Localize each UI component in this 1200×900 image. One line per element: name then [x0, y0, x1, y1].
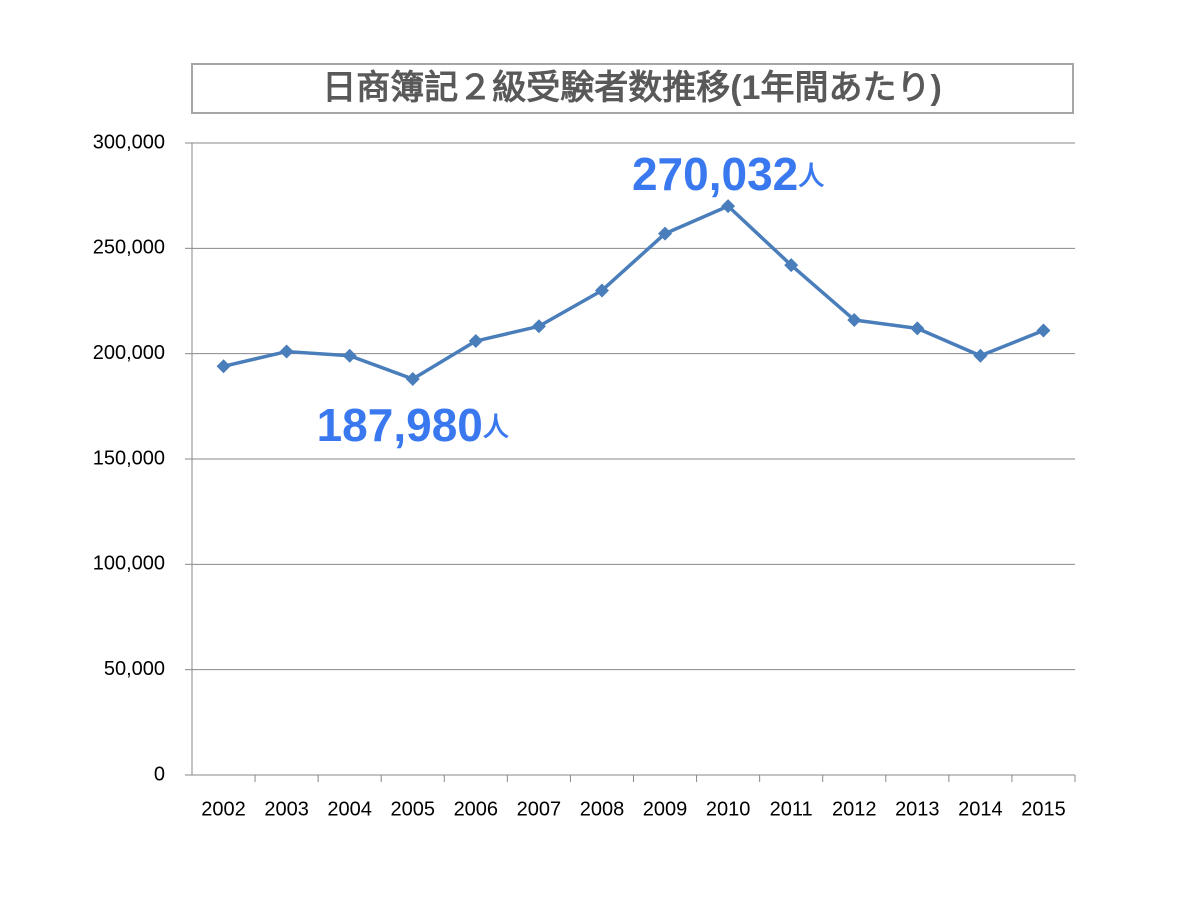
value-label: 187,980人	[317, 399, 509, 451]
x-tick-label: 2015	[1021, 798, 1066, 820]
value-label-unit: 人	[798, 161, 824, 191]
x-tick-label: 2014	[958, 798, 1003, 820]
y-tick-label: 300,000	[93, 131, 165, 153]
y-tick-label: 200,000	[93, 342, 165, 364]
x-tick-label: 2004	[327, 798, 372, 820]
point-marker	[279, 344, 294, 359]
value-label-number: 187,980	[317, 399, 483, 451]
y-tick-label: 50,000	[104, 658, 165, 680]
point-marker	[1036, 323, 1051, 338]
point-marker	[342, 348, 357, 363]
x-tick-label: 2006	[454, 798, 499, 820]
point-marker	[910, 321, 925, 336]
point-marker	[216, 359, 231, 374]
point-marker	[405, 371, 420, 386]
title-box	[191, 63, 1074, 114]
y-tick-label: 0	[154, 763, 165, 785]
value-label: 270,032人	[632, 148, 824, 200]
x-tick-label: 2002	[201, 798, 246, 820]
point-marker	[973, 348, 988, 363]
y-tick-label: 100,000	[93, 553, 165, 575]
x-tick-label: 2007	[517, 798, 562, 820]
value-label-unit: 人	[483, 412, 509, 442]
point-marker	[658, 226, 673, 241]
y-tick-label: 250,000	[93, 237, 165, 259]
series-line	[223, 204, 1045, 381]
x-tick-label: 2008	[580, 798, 625, 820]
point-marker	[847, 312, 862, 327]
point-marker	[784, 258, 799, 273]
point-marker	[531, 319, 546, 334]
x-tick-label: 2011	[770, 798, 813, 820]
x-tick-label: 2009	[643, 798, 688, 820]
x-tick-label: 2010	[706, 798, 751, 820]
chart-title: 日商簿記２級受験者数推移(1年間あたり)	[322, 68, 942, 107]
x-tick-label: 2013	[895, 798, 940, 820]
point-marker	[594, 283, 609, 298]
x-tick-label: 2012	[832, 798, 877, 820]
point-marker	[468, 334, 483, 349]
y-tick-label: 150,000	[93, 447, 165, 469]
x-tick-label: 2003	[264, 798, 309, 820]
point-marker	[721, 199, 736, 214]
value-label-number: 270,032	[632, 148, 798, 200]
x-tick-label: 2005	[391, 798, 436, 820]
